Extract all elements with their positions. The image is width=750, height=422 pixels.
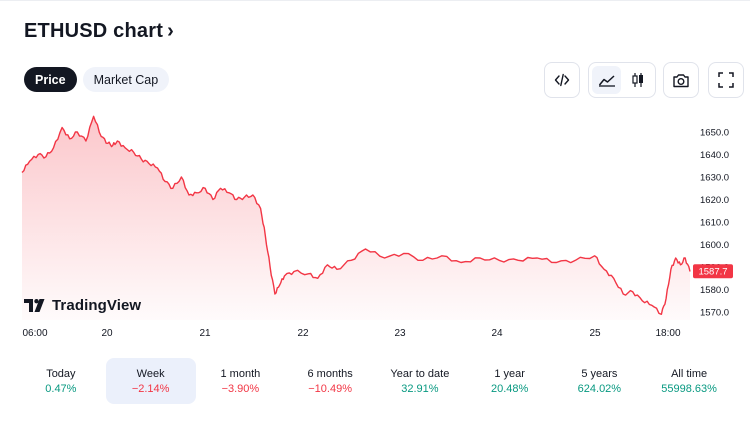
y-tick-label: 1580.0	[700, 285, 729, 296]
tradingview-logo-text: TradingView	[52, 297, 142, 314]
candlestick-button[interactable]	[623, 66, 652, 94]
fullscreen-icon	[708, 62, 744, 98]
period-change: 32.91%	[401, 382, 439, 395]
period-label: 5 years	[581, 367, 618, 380]
chevron-right-icon: ›	[167, 20, 174, 42]
period-change: −2.14%	[131, 382, 170, 395]
last-price-label: 1587.7	[698, 267, 727, 278]
y-tick-label: 1630.0	[700, 173, 729, 184]
chart-title-link[interactable]: ETHUSD chart ›	[24, 20, 174, 43]
embed-code-icon	[544, 62, 580, 98]
tab-price[interactable]: Price	[24, 67, 77, 92]
x-tick-label: 21	[199, 328, 211, 339]
x-tick-label: 06:00	[22, 328, 47, 339]
y-tick-label: 1610.0	[700, 218, 729, 229]
embed-button[interactable]	[544, 62, 580, 98]
camera-icon	[663, 62, 699, 98]
y-tick-label: 1640.0	[700, 150, 729, 161]
tradingview-logo-icon	[24, 299, 45, 312]
period-year-to-date[interactable]: Year to date 32.91%	[375, 358, 465, 404]
period-label: All time	[671, 367, 708, 380]
x-tick-label: 23	[394, 328, 406, 339]
period-1-month[interactable]: 1 month −3.90%	[196, 358, 286, 404]
line-chart-icon	[598, 75, 615, 87]
y-tick-label: 1600.0	[700, 240, 729, 251]
snapshot-button[interactable]	[663, 62, 699, 98]
period-6-months[interactable]: 6 months −10.49%	[285, 358, 375, 404]
x-tick-label: 22	[297, 328, 309, 339]
x-tick-label: 24	[491, 328, 503, 339]
period-change: 0.47%	[45, 382, 77, 395]
period-change: 20.48%	[490, 382, 529, 395]
x-tick-label: 18:00	[655, 328, 680, 339]
period-change: −10.49%	[308, 382, 352, 395]
performance-periods: Today 0.47% Week −2.14% 1 month −3.90% 6…	[16, 358, 734, 404]
price-series-line	[21, 115, 691, 315]
tab-market-cap[interactable]: Market Cap	[82, 67, 170, 92]
period-label: 1 month	[220, 367, 261, 380]
x-tick-label: 25	[589, 328, 601, 339]
period-1-year[interactable]: 1 year 20.48%	[465, 358, 555, 404]
chart-style-toggle	[588, 62, 656, 98]
period-label: Week	[136, 367, 165, 380]
period-change: 55998.63%	[661, 382, 717, 395]
candlestick-icon	[631, 73, 643, 87]
y-tick-label: 1620.0	[700, 195, 729, 206]
line-chart-button[interactable]	[592, 66, 621, 94]
y-tick-label: 1570.0	[700, 308, 729, 319]
price-chart-svg: 06:00 20 21 22 23 24 25 18:00 1650.0 1640.0 1630.…	[21, 115, 733, 339]
period-all-time[interactable]: All time 55998.63%	[644, 358, 734, 404]
price-chart[interactable]: 06:00 20 21 22 23 24 25 18:00 1650.0 1640.0 1630.…	[0, 100, 750, 350]
chart-type-tabs: Price Market Cap	[24, 67, 170, 92]
period-5-years[interactable]: 5 years 624.02%	[555, 358, 645, 404]
period-week[interactable]: Week −2.14%	[105, 358, 196, 404]
fullscreen-button[interactable]	[708, 62, 744, 98]
x-tick-label: 20	[101, 328, 113, 339]
y-tick-label: 1650.0	[700, 128, 729, 139]
top-divider	[0, 0, 750, 1]
period-label: Year to date	[390, 367, 450, 380]
period-today[interactable]: Today 0.47%	[16, 358, 106, 404]
period-change: −3.90%	[221, 382, 260, 395]
page-title: ETHUSD chart	[24, 20, 164, 42]
period-change: 624.02%	[577, 382, 622, 395]
price-area-fill	[22, 116, 690, 320]
period-label: 1 year	[494, 367, 525, 380]
last-price-badge	[693, 264, 733, 279]
period-label: 6 months	[307, 367, 353, 380]
tradingview-logo[interactable]: TradingView	[24, 297, 141, 314]
period-label: Today	[46, 367, 76, 380]
